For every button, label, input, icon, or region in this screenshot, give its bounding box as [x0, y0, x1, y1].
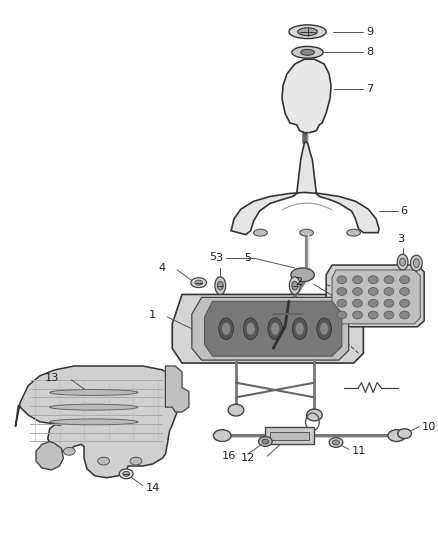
Ellipse shape: [368, 311, 378, 319]
Polygon shape: [326, 265, 424, 327]
Ellipse shape: [98, 457, 110, 465]
Ellipse shape: [337, 288, 347, 295]
Ellipse shape: [353, 288, 362, 295]
Ellipse shape: [222, 322, 230, 335]
Text: 13: 13: [45, 373, 60, 383]
Text: 5: 5: [209, 252, 216, 262]
Ellipse shape: [384, 288, 394, 295]
Ellipse shape: [49, 419, 138, 425]
Bar: [270, 432, 310, 440]
Ellipse shape: [368, 300, 378, 307]
Ellipse shape: [398, 429, 411, 439]
Ellipse shape: [368, 276, 378, 284]
Ellipse shape: [399, 276, 410, 284]
Ellipse shape: [130, 457, 142, 465]
Ellipse shape: [307, 409, 322, 421]
Ellipse shape: [271, 322, 279, 335]
Text: 14: 14: [146, 482, 160, 492]
Text: 7: 7: [366, 84, 374, 94]
Ellipse shape: [119, 469, 133, 479]
Ellipse shape: [332, 440, 339, 445]
Text: 10: 10: [422, 422, 437, 432]
Ellipse shape: [397, 254, 408, 270]
Ellipse shape: [368, 288, 378, 295]
Ellipse shape: [353, 276, 362, 284]
Polygon shape: [332, 270, 420, 324]
Polygon shape: [205, 301, 342, 356]
Text: 5: 5: [244, 253, 251, 263]
Ellipse shape: [388, 430, 406, 441]
Ellipse shape: [413, 259, 419, 268]
Ellipse shape: [228, 404, 244, 416]
Ellipse shape: [219, 318, 233, 340]
Ellipse shape: [292, 318, 307, 340]
Text: 16: 16: [222, 451, 236, 461]
Polygon shape: [192, 297, 349, 360]
Polygon shape: [231, 142, 379, 235]
Polygon shape: [166, 366, 189, 412]
Bar: [265, 427, 314, 445]
Ellipse shape: [290, 277, 300, 294]
Ellipse shape: [337, 311, 347, 319]
Ellipse shape: [292, 281, 298, 290]
Text: 1: 1: [148, 310, 155, 320]
Ellipse shape: [384, 300, 394, 307]
Ellipse shape: [320, 322, 328, 335]
Ellipse shape: [49, 404, 138, 410]
Text: 12: 12: [241, 453, 255, 463]
Ellipse shape: [191, 278, 207, 288]
Ellipse shape: [399, 311, 410, 319]
Ellipse shape: [289, 25, 326, 38]
Ellipse shape: [317, 318, 332, 340]
Polygon shape: [15, 366, 179, 478]
Ellipse shape: [353, 311, 362, 319]
Ellipse shape: [300, 50, 314, 55]
Text: 3: 3: [397, 233, 404, 244]
Text: 11: 11: [352, 446, 366, 456]
Ellipse shape: [246, 322, 255, 335]
Ellipse shape: [337, 300, 347, 307]
Ellipse shape: [384, 276, 394, 284]
Text: 3: 3: [215, 253, 222, 263]
Polygon shape: [172, 294, 364, 363]
Ellipse shape: [195, 280, 203, 285]
Ellipse shape: [262, 439, 269, 444]
Text: 4: 4: [158, 263, 166, 273]
Ellipse shape: [268, 318, 283, 340]
Ellipse shape: [258, 437, 272, 446]
Text: 9: 9: [366, 27, 374, 37]
Ellipse shape: [347, 229, 360, 236]
Ellipse shape: [217, 281, 223, 290]
Polygon shape: [36, 441, 64, 470]
Polygon shape: [282, 59, 331, 133]
Text: 6: 6: [401, 206, 408, 216]
Ellipse shape: [244, 318, 258, 340]
Ellipse shape: [213, 430, 231, 441]
Ellipse shape: [399, 288, 410, 295]
Ellipse shape: [123, 471, 130, 477]
Ellipse shape: [295, 322, 304, 335]
Ellipse shape: [291, 268, 314, 282]
Ellipse shape: [292, 46, 323, 58]
Ellipse shape: [329, 438, 343, 447]
Text: 2: 2: [296, 277, 303, 287]
Ellipse shape: [64, 447, 75, 455]
Ellipse shape: [337, 276, 347, 284]
Ellipse shape: [298, 28, 317, 36]
Ellipse shape: [49, 390, 138, 395]
Ellipse shape: [399, 258, 406, 266]
Ellipse shape: [215, 277, 226, 294]
Text: 8: 8: [366, 47, 374, 58]
Ellipse shape: [384, 311, 394, 319]
Ellipse shape: [300, 229, 314, 236]
Ellipse shape: [353, 300, 362, 307]
Ellipse shape: [254, 229, 267, 236]
Ellipse shape: [410, 255, 422, 271]
Ellipse shape: [399, 300, 410, 307]
